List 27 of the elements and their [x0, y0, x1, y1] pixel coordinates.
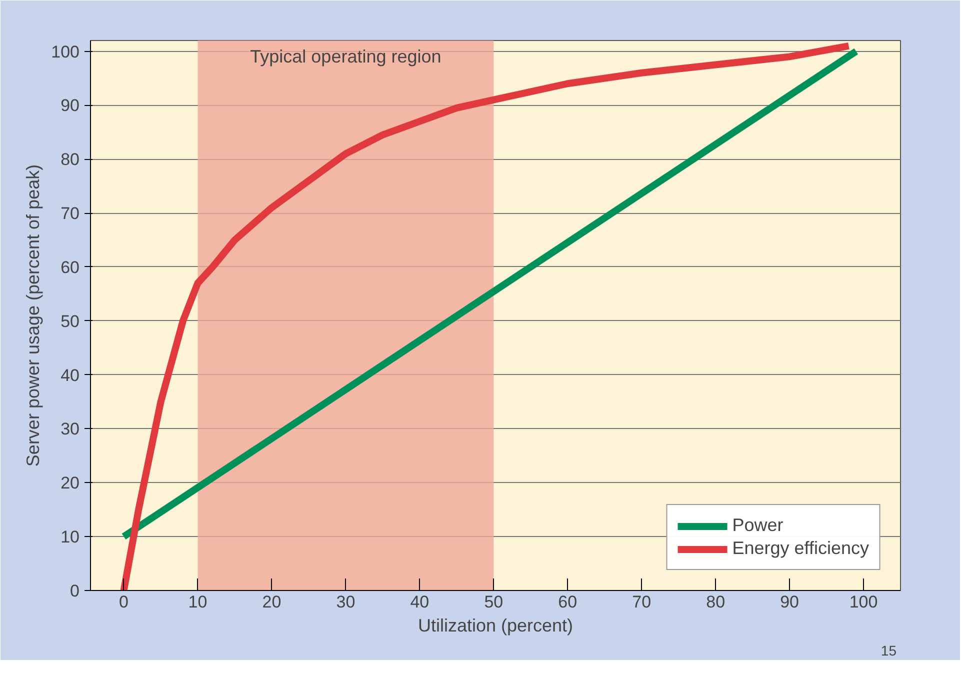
x-tick-label: 0 [119, 592, 129, 612]
x-tick-label: 20 [262, 592, 282, 612]
band-label: Typical operating region [250, 46, 442, 67]
y-tick-label: 50 [60, 312, 80, 331]
x-tick-label: 50 [484, 592, 504, 612]
x-tick-label: 10 [188, 592, 208, 612]
y-tick-label: 100 [51, 42, 80, 62]
x-tick-label: 80 [706, 592, 726, 612]
x-tick-label: 40 [410, 592, 430, 612]
y-tick-label: 60 [60, 258, 80, 277]
y-tick-label: 30 [60, 420, 80, 439]
x-tick-label: 100 [849, 592, 878, 612]
y-axis-title: Server power usage (percent of peak) [23, 164, 44, 467]
text: 15 [880, 642, 897, 658]
y-tick-label: 40 [60, 366, 80, 385]
x-tick-label: 70 [632, 592, 652, 612]
x-tick-label: 90 [780, 592, 800, 612]
x-axis-title: Utilization (percent) [418, 616, 574, 636]
x-tick-label: 30 [336, 592, 356, 612]
legend-label: Power [732, 515, 784, 536]
y-tick-label: 20 [60, 474, 80, 493]
y-tick-label: 80 [60, 150, 80, 170]
y-tick-label: 10 [60, 528, 80, 547]
legend-label: Energy efficiency [732, 538, 869, 559]
y-tick-label: 90 [60, 96, 80, 116]
y-tick-label: 70 [60, 204, 80, 224]
x-tick-label: 60 [558, 592, 578, 612]
